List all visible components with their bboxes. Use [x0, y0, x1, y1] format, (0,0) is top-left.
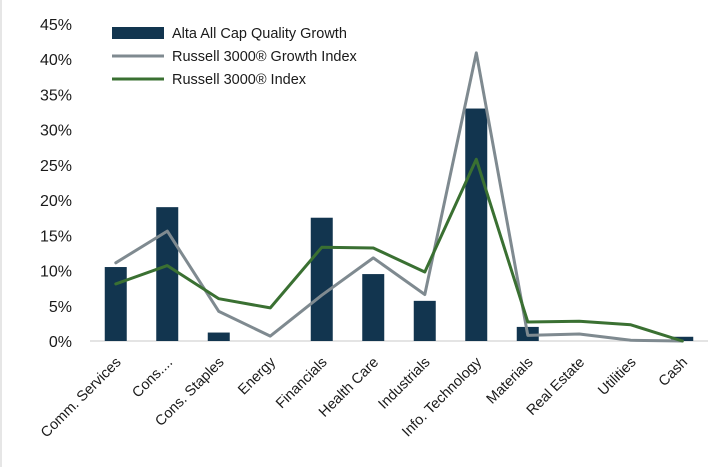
- x-tick-label: Energy: [235, 354, 279, 398]
- bar: [465, 108, 488, 342]
- y-tick-label: 0%: [49, 334, 72, 351]
- legend-swatch-bar: [112, 27, 164, 39]
- legend: Alta All Cap Quality Growth Russell 3000®…: [112, 26, 358, 88]
- bar: [104, 267, 127, 341]
- bar-series: [104, 108, 694, 342]
- series-line: [114, 157, 684, 343]
- legend-label: Russell 3000® Index: [172, 72, 307, 88]
- bar: [156, 207, 179, 341]
- legend-label: Alta All Cap Quality Growth: [172, 26, 347, 42]
- bar: [413, 300, 436, 341]
- y-tick-label: 5%: [49, 299, 72, 316]
- series-line: [114, 51, 684, 343]
- left-border: [0, 0, 2, 467]
- y-axis: 0% 5% 10% 15% 20% 25% 30% 35% 40% 45%: [40, 17, 72, 351]
- x-tick-label: Cash: [656, 355, 691, 390]
- bar: [310, 217, 333, 341]
- y-tick-label: 40%: [40, 52, 72, 69]
- y-tick-label: 45%: [40, 17, 72, 34]
- y-tick-label: 25%: [40, 158, 72, 175]
- legend-label: Russell 3000® Growth Index: [172, 49, 358, 65]
- y-tick-label: 30%: [40, 123, 72, 140]
- y-tick-label: 10%: [40, 264, 72, 281]
- line-series: [114, 51, 684, 343]
- bar: [207, 332, 230, 341]
- x-axis-labels: Comm. Services Cons....Cons. Staples Energ…: [38, 354, 691, 441]
- y-tick-label: 35%: [40, 87, 72, 104]
- x-tick-label: Comm. Services: [38, 355, 125, 442]
- x-tick-label: Cons....: [129, 355, 176, 402]
- bar: [671, 336, 694, 341]
- x-tick-label: Materials: [484, 355, 537, 408]
- x-tick-label: Utilities: [595, 355, 639, 399]
- y-tick-label: 15%: [40, 228, 72, 245]
- bar: [362, 274, 385, 341]
- y-tick-label: 20%: [40, 193, 72, 210]
